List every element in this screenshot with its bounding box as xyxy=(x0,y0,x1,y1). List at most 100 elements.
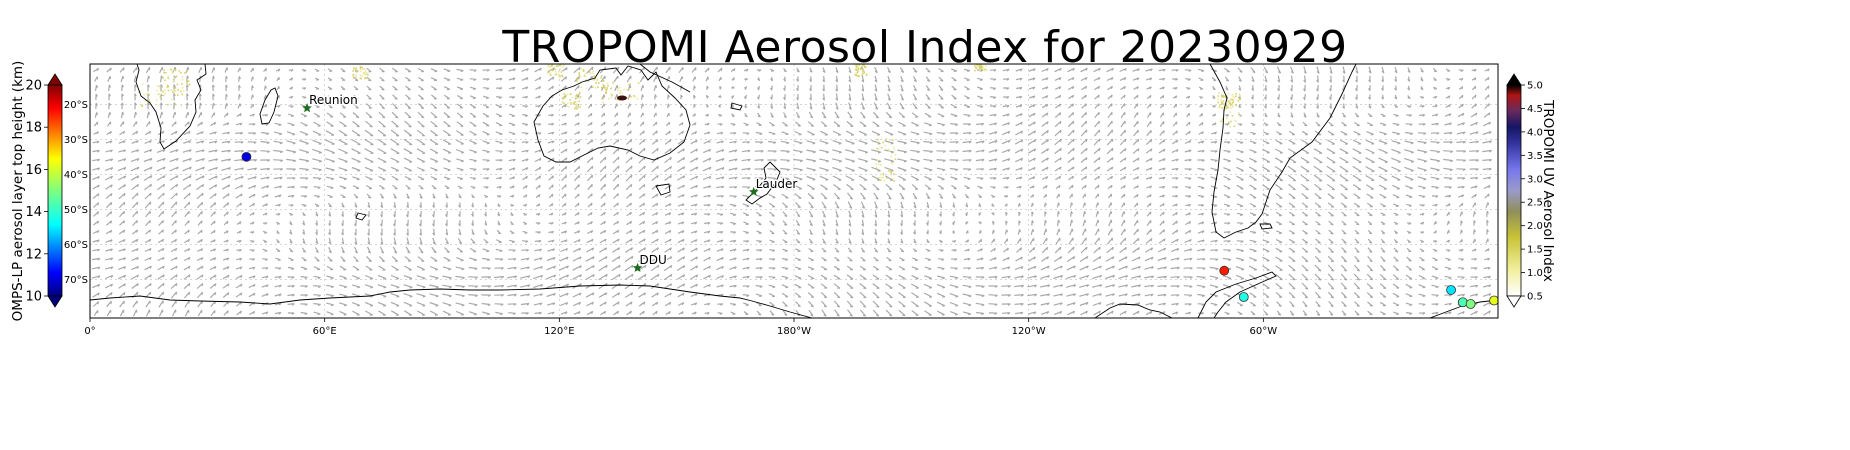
aerosol-pixel xyxy=(985,69,988,72)
colorbar-left-tick-label: 12 xyxy=(25,247,42,262)
aerosol-pixel xyxy=(602,85,605,88)
aerosol-pixel xyxy=(157,85,159,87)
aerosol-pixel xyxy=(856,71,858,74)
aerosol-pixel xyxy=(1229,102,1231,104)
aerosol-pixel xyxy=(585,79,587,81)
aerosol-pixel xyxy=(582,69,585,71)
aerosol-pixel xyxy=(892,139,894,141)
aerosol-pixel xyxy=(576,77,578,80)
aerosol-pixel xyxy=(177,89,179,91)
aerosol-pixel xyxy=(857,70,859,73)
aerosol-pixel xyxy=(560,70,563,73)
aerosol-pixel xyxy=(557,65,559,67)
aerosol-pixel xyxy=(862,71,864,74)
aerosol-pixel xyxy=(174,69,177,72)
aerosol-pixel xyxy=(1219,104,1221,106)
colorbar-left: 20 18 16 14 12 10 xyxy=(25,73,63,308)
lat-tick-label: 40°S xyxy=(64,170,88,181)
aerosol-pixel xyxy=(854,69,856,71)
aerosol-pixel xyxy=(156,89,158,92)
aerosol-pixel xyxy=(602,84,605,86)
aerosol-pixel xyxy=(1235,104,1237,107)
aerosol-pixel xyxy=(983,64,985,66)
aerosol-pixel xyxy=(880,176,882,179)
aerosol-pixel xyxy=(367,73,370,76)
colorbar-right-bar xyxy=(1506,84,1522,297)
aerosol-pixel xyxy=(877,163,880,166)
aerosol-pixel xyxy=(158,103,160,106)
stations: Reunion Lauder DDU xyxy=(302,92,799,272)
aerosol-pixel xyxy=(879,179,882,181)
aerosol-pixel xyxy=(575,107,578,110)
aerosol-pixel xyxy=(352,73,355,76)
aerosol-pixel xyxy=(353,67,355,69)
station-marker xyxy=(749,186,759,196)
aerosol-pixel xyxy=(364,77,366,79)
aerosol-pixel xyxy=(578,72,580,74)
aerosol-pixel xyxy=(578,100,580,103)
aerosol-pixel xyxy=(566,93,569,96)
aerosol-pixel xyxy=(186,82,188,84)
aerosol-pixel xyxy=(560,74,563,77)
aerosol-pixel xyxy=(862,69,864,71)
aerosol-pixel xyxy=(359,74,362,77)
aerosol-pixel xyxy=(1238,114,1241,117)
aerosol-pixel xyxy=(563,97,565,100)
coast-antarctica-east xyxy=(90,284,813,318)
aerosol-pixel xyxy=(580,86,583,88)
aerosol-pixel xyxy=(883,179,886,182)
aerosol-pixel xyxy=(556,64,558,66)
aerosol-pixel xyxy=(855,64,857,67)
aerosol-pixel xyxy=(159,93,162,96)
aerosol-pixel xyxy=(855,72,857,74)
aerosol-pixel xyxy=(181,83,183,85)
aerosol-pixel xyxy=(138,91,140,94)
aerosol-pixel xyxy=(575,95,577,97)
aerosol-pixel xyxy=(363,68,366,70)
aerosol-pixel xyxy=(1224,95,1226,98)
aerosol-pixel xyxy=(159,96,162,99)
aerosol-pixel xyxy=(167,89,170,92)
aerosol-pixel xyxy=(855,74,858,76)
aerosol-pixel xyxy=(865,65,868,68)
aerosol-pixel xyxy=(887,148,890,150)
aerosol-pixel xyxy=(1221,101,1223,104)
aerosol-pixel xyxy=(1231,93,1234,96)
aerosol-pixel xyxy=(610,86,613,89)
aerosol-pixel xyxy=(563,93,566,95)
aerosol-pixel xyxy=(628,88,630,90)
aerosol-pixel xyxy=(857,68,860,70)
colorbar-left-tick-label: 16 xyxy=(25,163,42,178)
aerosol-pixel xyxy=(636,98,639,100)
omps-point xyxy=(1489,295,1498,306)
aerosol-pixel xyxy=(171,72,174,74)
aerosol-pixel xyxy=(880,173,882,176)
aerosol-pixel xyxy=(571,96,573,99)
aerosol-pixel xyxy=(860,68,862,70)
aerosol-pixel xyxy=(1224,96,1227,99)
coast-australia xyxy=(533,65,691,163)
aerosol-pixel xyxy=(855,66,858,68)
aerosol-pixel xyxy=(1234,119,1236,122)
aerosol-pixel xyxy=(595,82,597,84)
aerosol-pixel xyxy=(170,89,172,91)
aerosol-pixel xyxy=(580,68,583,70)
aerosol-pixel xyxy=(616,98,618,101)
aerosol-pixel xyxy=(855,69,857,71)
colorbar-right-tick-label: 4.0 xyxy=(1527,127,1543,138)
aerosol-pixel xyxy=(175,75,178,78)
aerosol-pixel xyxy=(575,103,578,105)
aerosol-pixel xyxy=(176,94,179,96)
colorbar-left-bar xyxy=(47,84,63,297)
aerosol-pixel xyxy=(561,66,564,68)
aerosol-pixel xyxy=(856,64,858,67)
aerosol-pixel xyxy=(172,79,175,82)
aerosol-pixel xyxy=(355,74,357,77)
aerosol-pixel xyxy=(634,95,637,98)
aerosol-pixel xyxy=(888,170,890,172)
aerosol-pixel xyxy=(1221,107,1223,109)
aerosol-pixel xyxy=(575,96,578,99)
aerosol-pixel xyxy=(549,66,551,68)
aerosol-pixel xyxy=(1235,92,1237,95)
aerosol-pixel xyxy=(547,69,550,72)
